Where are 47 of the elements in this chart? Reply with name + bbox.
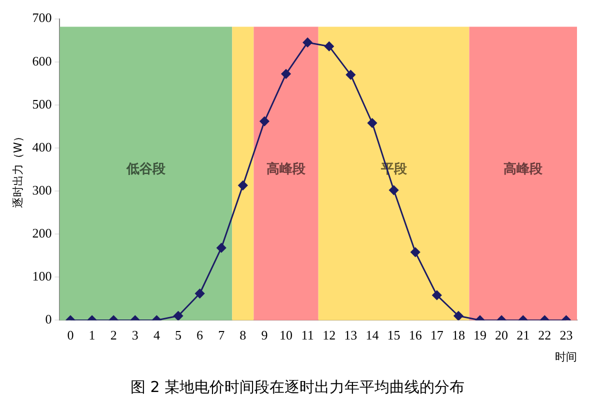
x-tick-label: 21 xyxy=(516,327,530,342)
x-tick-label: 14 xyxy=(366,327,380,342)
point xyxy=(281,69,291,79)
y-tick-label: 300 xyxy=(32,182,52,198)
x-tick-label: 5 xyxy=(175,327,182,342)
y-axis-title: 逐时出力（W） xyxy=(11,131,24,208)
x-tick-label: 18 xyxy=(452,327,465,342)
y-tick-label: 700 xyxy=(32,10,52,26)
point xyxy=(324,42,334,52)
x-tick-label: 17 xyxy=(430,327,444,342)
x-tick-label: 20 xyxy=(495,327,508,342)
x-tick-label: 8 xyxy=(240,327,246,342)
y-tick-label: 500 xyxy=(32,96,52,112)
y-tick-label: 200 xyxy=(32,226,52,241)
point xyxy=(389,185,399,195)
y-tick-label: 100 xyxy=(32,268,52,284)
x-tick-label: 3 xyxy=(132,327,138,342)
x-tick-label: 23 xyxy=(560,327,573,342)
band-label: 高峰段 xyxy=(504,160,544,177)
caption: 图 2 某地电价时间段在逐时出力年平均曲线的分布 xyxy=(129,378,466,397)
band-label: 高峰段 xyxy=(266,160,307,177)
x-tick-label: 0 xyxy=(67,327,74,342)
x-tick-label: 6 xyxy=(196,327,204,342)
x-tick-label: 4 xyxy=(153,327,160,342)
y-tick-label: 400 xyxy=(32,139,52,154)
y-tick-label: 0 xyxy=(45,312,52,327)
point xyxy=(410,247,420,257)
point xyxy=(346,70,356,80)
x-tick-label: 7 xyxy=(218,327,226,342)
point xyxy=(367,118,377,128)
x-tick-label: 12 xyxy=(322,327,336,342)
x-tick-label: 1 xyxy=(88,327,96,342)
point xyxy=(238,180,248,190)
x-tick-label: 11 xyxy=(301,327,314,342)
x-tick-label: 19 xyxy=(474,327,487,342)
x-tick-label: 9 xyxy=(261,327,268,342)
band-label: 低谷段 xyxy=(125,162,166,177)
x-tick-label: 16 xyxy=(408,327,422,342)
point xyxy=(302,38,312,48)
x-tick-label: 22 xyxy=(538,327,552,342)
x-tick-label: 13 xyxy=(344,327,358,342)
x-tick-label: 2 xyxy=(110,327,117,342)
y-tick-label: 600 xyxy=(32,53,52,68)
x-tick-label: 15 xyxy=(387,327,400,342)
x-tick-label: 10 xyxy=(280,327,293,342)
point xyxy=(260,116,270,126)
x-axis-title: 时间 xyxy=(555,350,577,364)
